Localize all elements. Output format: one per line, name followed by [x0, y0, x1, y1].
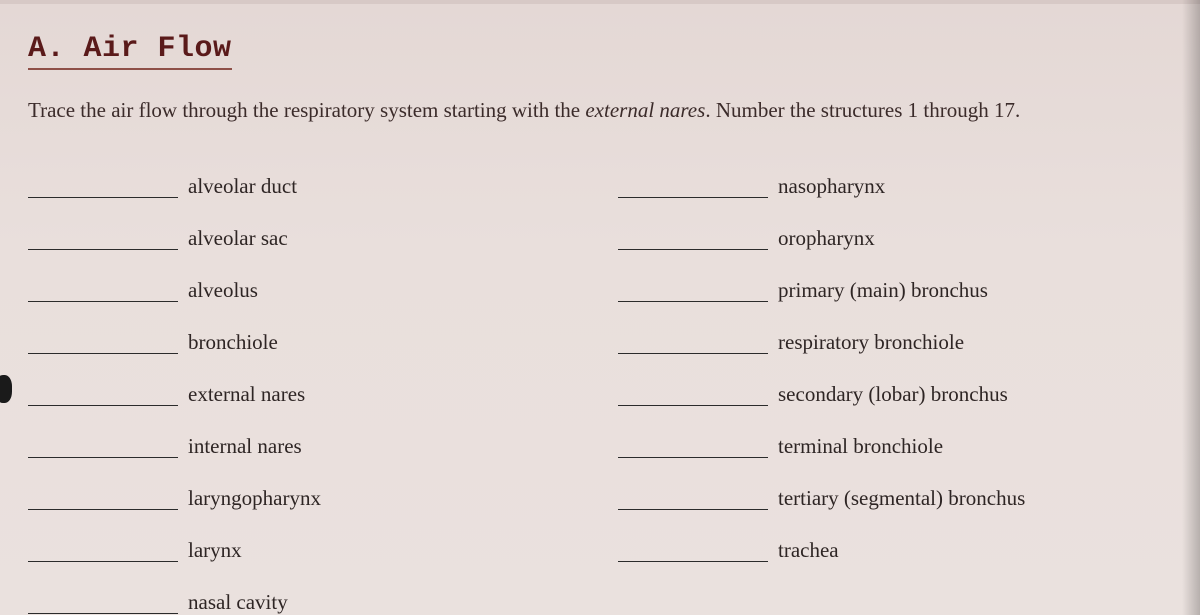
answer-blank[interactable] [28, 279, 178, 302]
term-columns: alveolar duct alveolar sac alveolus bron… [28, 146, 1172, 614]
list-item: terminal bronchiole [618, 406, 1178, 458]
term-label: internal nares [188, 435, 302, 458]
term-label: larynx [188, 539, 242, 562]
list-item: larynx [28, 510, 548, 562]
term-label: nasopharynx [778, 175, 885, 198]
term-label: alveolar duct [188, 175, 297, 198]
answer-blank[interactable] [28, 175, 178, 198]
left-column: alveolar duct alveolar sac alveolus bron… [28, 146, 548, 614]
answer-blank[interactable] [618, 487, 768, 510]
answer-blank[interactable] [28, 331, 178, 354]
instructions: Trace the air flow through the respirato… [28, 96, 1172, 124]
answer-blank[interactable] [28, 539, 178, 562]
term-label: nasal cavity [188, 591, 288, 614]
answer-blank[interactable] [618, 279, 768, 302]
answer-blank[interactable] [28, 487, 178, 510]
list-item: trachea [618, 510, 1178, 562]
list-item: nasal cavity [28, 562, 548, 614]
instructions-post: . Number the structures 1 through 17. [705, 98, 1020, 122]
term-label: respiratory bronchiole [778, 331, 964, 354]
list-item: primary (main) bronchus [618, 250, 1178, 302]
heading-title: Air Flow [84, 32, 232, 66]
answer-blank[interactable] [618, 331, 768, 354]
term-label: alveolar sac [188, 227, 288, 250]
list-item: laryngopharynx [28, 458, 548, 510]
answer-blank[interactable] [618, 435, 768, 458]
list-item: nasopharynx [618, 146, 1178, 198]
answer-blank[interactable] [618, 175, 768, 198]
right-column: nasopharynx oropharynx primary (main) br… [618, 146, 1178, 614]
list-item: tertiary (segmental) bronchus [618, 458, 1178, 510]
term-label: trachea [778, 539, 839, 562]
list-item: bronchiole [28, 302, 548, 354]
section-heading: A. Air Flow [28, 32, 232, 70]
answer-blank[interactable] [28, 227, 178, 250]
list-item: secondary (lobar) bronchus [618, 354, 1178, 406]
worksheet-page: A. Air Flow Trace the air flow through t… [0, 0, 1200, 615]
term-label: secondary (lobar) bronchus [778, 383, 1008, 406]
list-item: alveolar duct [28, 146, 548, 198]
answer-blank[interactable] [28, 591, 178, 614]
term-label: primary (main) bronchus [778, 279, 988, 302]
term-label: oropharynx [778, 227, 875, 250]
heading-prefix: A. [28, 32, 65, 66]
term-label: laryngopharynx [188, 487, 321, 510]
term-label: terminal bronchiole [778, 435, 943, 458]
answer-blank[interactable] [618, 383, 768, 406]
answer-blank[interactable] [618, 539, 768, 562]
instructions-italic: external nares [585, 98, 705, 122]
list-item: respiratory bronchiole [618, 302, 1178, 354]
list-item: external nares [28, 354, 548, 406]
list-item: oropharynx [618, 198, 1178, 250]
term-label: alveolus [188, 279, 258, 302]
list-item: internal nares [28, 406, 548, 458]
term-label: bronchiole [188, 331, 278, 354]
answer-blank[interactable] [28, 383, 178, 406]
term-label: tertiary (segmental) bronchus [778, 487, 1025, 510]
binder-hole [0, 375, 12, 403]
instructions-pre: Trace the air flow through the respirato… [28, 98, 585, 122]
list-item: alveolus [28, 250, 548, 302]
answer-blank[interactable] [28, 435, 178, 458]
list-item: alveolar sac [28, 198, 548, 250]
term-label: external nares [188, 383, 305, 406]
answer-blank[interactable] [618, 227, 768, 250]
